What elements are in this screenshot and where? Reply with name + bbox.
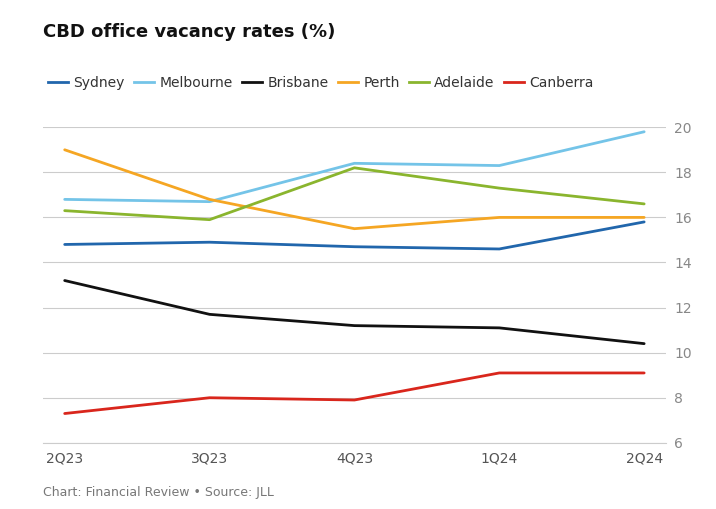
Legend: Sydney, Melbourne, Brisbane, Perth, Adelaide, Canberra: Sydney, Melbourne, Brisbane, Perth, Adel… (43, 71, 599, 96)
Text: CBD office vacancy rates (%): CBD office vacancy rates (%) (43, 23, 335, 41)
Text: Chart: Financial Review • Source: JLL: Chart: Financial Review • Source: JLL (43, 486, 274, 499)
